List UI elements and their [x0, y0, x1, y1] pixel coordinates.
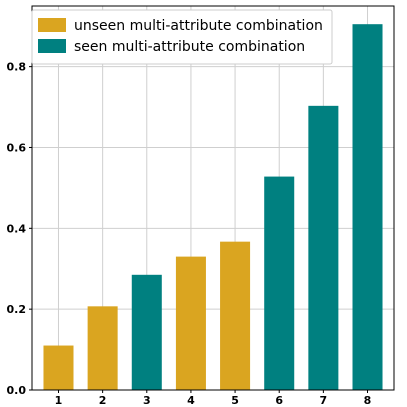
y-tick-label: 0.2 [7, 303, 27, 316]
legend-label-seen: seen multi-attribute combination [74, 39, 305, 55]
x-tick-label: 2 [99, 394, 107, 407]
bar-4 [175, 256, 206, 390]
x-tick-label: 7 [320, 394, 328, 407]
x-tick-label: 1 [55, 394, 63, 407]
y-tick-label: 0.4 [7, 222, 27, 235]
bar-3 [131, 274, 162, 390]
legend: unseen multi-attribute combination seen m… [31, 9, 333, 65]
bar-8 [352, 24, 383, 390]
bar-7 [308, 105, 339, 390]
y-tick-label: 0.0 [7, 384, 27, 397]
x-tick-label: 8 [364, 394, 372, 407]
x-tick-label: 4 [187, 394, 195, 407]
bar-1 [43, 345, 74, 390]
bars [43, 24, 383, 390]
axis-ticks: 0.0 0.2 0.4 0.6 0.8 1 2 3 4 5 6 7 8 [7, 61, 372, 407]
y-tick-label: 0.6 [7, 141, 27, 154]
x-tick-label: 5 [231, 394, 239, 407]
plot-frame [31, 5, 395, 391]
legend-label-unseen: unseen multi-attribute combination [74, 18, 323, 34]
legend-box [31, 9, 333, 65]
bar-6 [264, 176, 295, 390]
x-tick-label: 3 [143, 394, 151, 407]
legend-swatch-unseen [38, 18, 66, 32]
legend-swatch-seen [38, 39, 66, 53]
y-tick-label: 0.8 [7, 61, 27, 74]
bar-2 [87, 306, 118, 390]
x-tick-label: 6 [275, 394, 283, 407]
bar-5 [220, 241, 251, 390]
